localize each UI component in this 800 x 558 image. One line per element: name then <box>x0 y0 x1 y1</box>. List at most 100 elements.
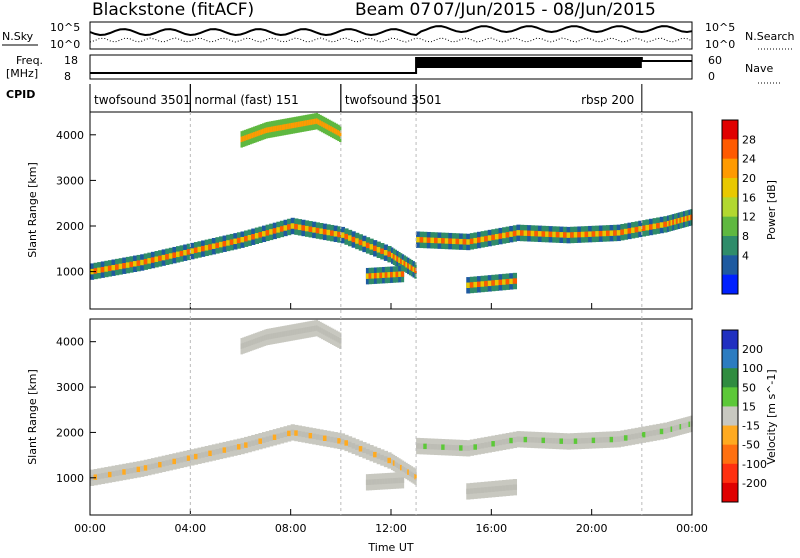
echo-cell <box>245 341 249 347</box>
echo-cell <box>176 457 181 464</box>
echo-cell <box>487 280 492 287</box>
echo-cell <box>623 435 629 441</box>
echo-cell <box>675 218 679 225</box>
echo-cell <box>382 478 386 485</box>
echo-cell <box>240 236 245 243</box>
echo-cell <box>285 330 288 337</box>
echo-cell <box>324 123 328 129</box>
echo-cell <box>322 329 326 335</box>
echo-cell <box>313 118 317 125</box>
echo-cell <box>240 136 243 143</box>
echo-cell <box>408 264 412 270</box>
echo-cell <box>686 215 690 222</box>
echo-cell <box>487 235 492 241</box>
echo-cell <box>405 262 408 268</box>
echo-cell <box>287 123 290 130</box>
echo-cell <box>305 120 308 126</box>
echo-cell <box>423 443 428 450</box>
echo-cell <box>480 442 485 449</box>
echo-cell <box>344 233 349 240</box>
echo-cell <box>616 436 621 442</box>
echo-cell <box>555 231 561 238</box>
echo-cell <box>294 329 297 335</box>
echo-cell <box>394 461 397 467</box>
echo-cell <box>324 330 328 336</box>
echo-cell <box>392 271 397 278</box>
echo-cell <box>297 328 301 335</box>
echo-cell <box>484 235 489 242</box>
echo-cell <box>183 249 188 256</box>
echo-cell <box>416 236 421 243</box>
echo-cell <box>570 438 575 445</box>
echo-cell <box>274 125 277 132</box>
echo-cell <box>491 280 496 286</box>
echo-cell <box>104 266 109 272</box>
echo-cell <box>627 228 632 234</box>
echo-cell <box>527 230 532 237</box>
echo-cell <box>494 486 500 492</box>
y-tick-label: 2000 <box>56 220 84 233</box>
echo-cell <box>505 232 510 238</box>
colorbar-swatch <box>722 178 738 198</box>
colorbar-swatch <box>722 482 738 503</box>
echo-cell <box>260 336 263 342</box>
echo-cell <box>484 487 489 493</box>
y-tick-label: 4000 <box>56 336 84 349</box>
echo-cell <box>254 439 260 445</box>
echo-cell <box>111 471 116 477</box>
cpid-label: CPID <box>6 88 35 101</box>
echo-cell <box>373 479 378 485</box>
colorbar-swatch <box>722 158 738 179</box>
y-tick-label: 4000 <box>56 129 84 142</box>
echo-cell <box>480 281 485 287</box>
echo-cell <box>652 430 657 436</box>
echo-cell <box>484 442 489 448</box>
velocity-colorbar-label: Velocity [m s^-1] <box>765 369 778 464</box>
echo-cell <box>613 436 618 443</box>
echo-cell <box>168 459 174 465</box>
echo-cell <box>670 426 673 432</box>
nsky-label: N.Sky <box>2 30 34 43</box>
echo-cell <box>638 432 643 439</box>
colorbar-tick-label: 8 <box>742 230 749 243</box>
echo-cell <box>530 437 535 443</box>
echo-cell <box>371 479 375 485</box>
echo-cell <box>509 437 514 444</box>
echo-cell <box>319 434 324 441</box>
nave-block <box>416 58 642 68</box>
echo-cell <box>290 429 295 436</box>
echo-cell <box>412 266 415 273</box>
echo-cell <box>337 337 340 343</box>
echo-cell <box>656 222 661 229</box>
echo-cell <box>111 264 116 271</box>
echo-cell <box>641 225 647 232</box>
echo-cell <box>301 431 306 438</box>
echo-cell <box>548 437 553 444</box>
echo-cell <box>204 451 209 457</box>
colorbar-tick-label: 20 <box>742 172 756 185</box>
echo-cell <box>512 230 518 237</box>
echo-cell <box>179 250 184 257</box>
echo-cell <box>577 438 582 444</box>
echo-cell <box>371 273 375 279</box>
colorbar-swatch <box>722 274 738 295</box>
echo-cell <box>401 259 405 266</box>
echo-cell <box>340 438 346 445</box>
echo-cell <box>337 130 340 136</box>
echo-cell <box>333 437 338 443</box>
echo-cell <box>104 472 109 478</box>
echo-cell <box>183 456 188 462</box>
echo-cell <box>270 126 274 132</box>
colorbar-tick-label: 12 <box>742 211 756 224</box>
echo-cell <box>358 239 363 246</box>
cpid-segment-label: twofsound 3501 <box>345 93 442 107</box>
echo-cell <box>451 238 457 245</box>
echo-cell <box>396 256 399 262</box>
echo-cell <box>373 451 378 458</box>
echo-cell <box>272 434 277 441</box>
echo-cell <box>215 242 220 249</box>
echo-cell <box>365 479 370 486</box>
echo-cell <box>566 438 571 445</box>
echo-cell <box>523 230 528 236</box>
